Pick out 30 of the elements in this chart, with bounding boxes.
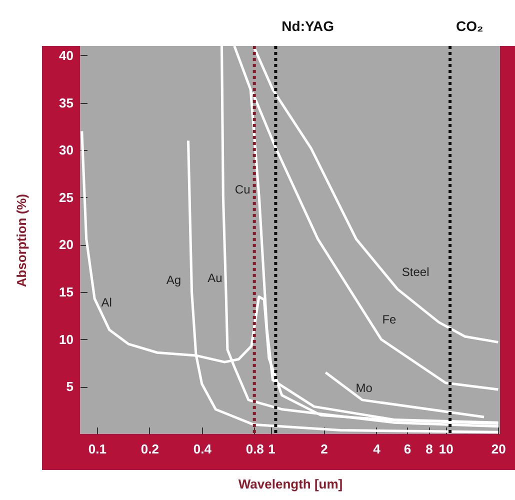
series-label: Au — [208, 271, 222, 286]
x-tick-label: 10 — [438, 442, 454, 456]
y-tick-label: 15 — [59, 284, 74, 300]
x-tick-label: 0.4 — [193, 442, 212, 456]
ref-line-label: Nd:YAG — [282, 18, 334, 34]
x-tick-label: 0.1 — [88, 442, 106, 456]
series-label: Al — [101, 296, 112, 310]
x-tick-label: 4 — [373, 442, 382, 456]
y-axis-title: Absorption (%) — [14, 194, 30, 288]
y-tick-label: 10 — [59, 332, 74, 347]
y-tick-label: 40 — [59, 48, 74, 63]
y-tick-label: 35 — [59, 95, 74, 110]
x-tick-label: 0.2 — [140, 442, 159, 456]
x-tick-label: 2 — [320, 442, 328, 456]
series-label: Ag — [166, 273, 182, 288]
series-label: Steel — [402, 265, 430, 280]
y-tick-label: 25 — [59, 190, 74, 205]
series-label: Fe — [382, 312, 397, 326]
y-tick-label: 30 — [59, 142, 74, 158]
series-label: Mo — [356, 380, 373, 395]
x-tick-label: 20 — [491, 442, 506, 456]
x-tick-label: 0.8 — [246, 442, 264, 456]
y-tick-label: 20 — [59, 237, 74, 252]
series-label: Cu — [234, 182, 250, 197]
x-tick-label: 1 — [268, 442, 276, 456]
x-tick-label: 6 — [404, 442, 412, 456]
ref-line-label: CO₂ — [456, 18, 484, 34]
y-tick-label: 5 — [66, 379, 74, 394]
x-tick-label: 8 — [426, 442, 433, 456]
x-axis-title: Wavelength [um] — [238, 476, 343, 492]
